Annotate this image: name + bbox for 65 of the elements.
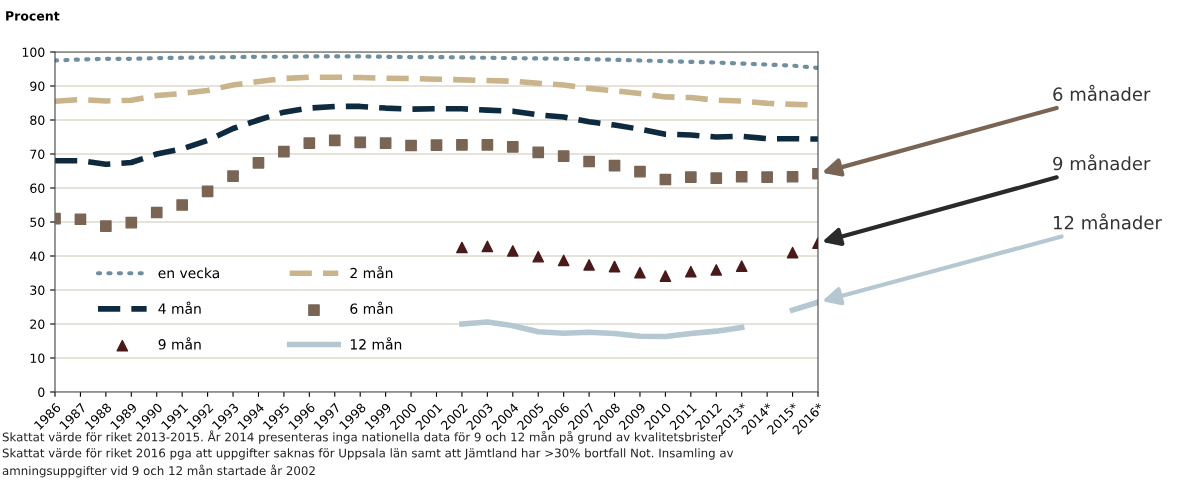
point [583,155,595,168]
y-tick-label: 40 [29,251,45,261]
point [786,246,799,259]
point [761,171,773,183]
y-tick-label: 80 [30,115,45,125]
point [634,266,646,279]
point [684,171,697,183]
y-tick-label: 90 [30,81,45,91]
legend-label: 12 mån [350,337,402,350]
point [74,213,87,226]
y-tick-label: 70 [30,149,45,159]
point [735,170,748,183]
point [659,270,672,282]
point [125,216,138,229]
point [430,139,443,152]
point [100,220,112,232]
text: Skattat värde för riket 2016 pga att uppgifter saknas för Uppsala län samt att Jämtland har >30% bortfall Not. Insamling av [2,448,734,460]
y-tick-label: 60 [30,183,45,193]
y-tick-label: 10 [30,353,45,363]
point [328,134,341,147]
point [735,260,748,273]
text: amningsuppgifter vid 9 och 12 mån startade år 2002 [2,464,315,478]
point [456,241,468,254]
legend-label: en vecka [158,267,219,279]
point [278,145,290,158]
point [506,245,519,257]
point [379,137,392,149]
point [176,199,189,211]
legend-label: 2 mån [350,265,393,279]
annotation: 9 månader [1053,154,1151,171]
legend-label: 4 mån [158,301,201,314]
point [481,240,494,253]
point [506,141,519,153]
y-tick-label: 0 [38,387,45,397]
point [303,137,316,149]
y-tick-label: 20 [30,319,45,329]
point [608,159,621,172]
point [583,258,595,271]
point [634,165,646,178]
point [150,206,163,219]
point [710,264,723,276]
point [710,172,723,184]
annotation: 6 månader [1053,84,1151,101]
point [227,170,239,182]
y-axis-title: Procent [6,11,60,21]
y-tick-label: 50 [30,217,45,227]
y-tick-label: 100 [22,47,45,57]
point [405,139,417,152]
point [557,150,570,162]
point [201,185,214,198]
point [557,254,570,267]
point [659,173,672,186]
point [456,138,468,151]
y-tick-label: 30 [30,285,45,295]
point [252,156,265,169]
legend-label: 9 mån [158,337,201,350]
point [481,138,494,151]
annotation: 12 månader [1053,213,1162,230]
point [532,250,545,263]
legend-label: 6 mån [350,301,393,314]
point [608,260,621,273]
point [786,170,799,183]
point [684,265,697,278]
point [354,136,367,149]
point [532,146,545,159]
